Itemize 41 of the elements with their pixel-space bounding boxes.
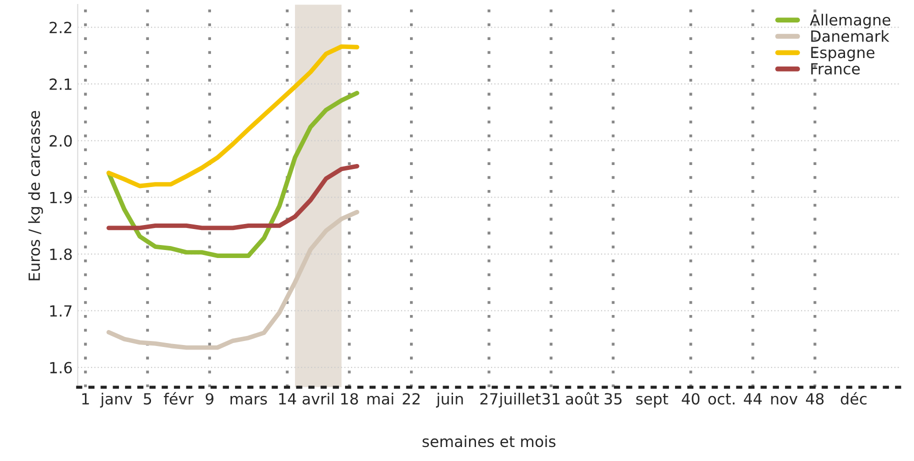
y-tick-label: 2.2	[50, 22, 72, 34]
x-tick-label: févr	[164, 392, 194, 405]
x-tick-label: mai	[367, 392, 394, 405]
x-tick-label: 35	[604, 393, 622, 405]
legend-label: Danemark	[811, 30, 890, 42]
x-tick-label: 18	[341, 393, 358, 405]
legend-label: France	[811, 63, 860, 75]
line-series	[106, 210, 360, 350]
y-tick-label: 1.7	[50, 305, 72, 317]
x-tick-label: juillet	[498, 392, 541, 408]
x-tick-label: mars	[230, 396, 267, 405]
x-tick-label: nov	[771, 396, 798, 405]
x-tick-label: 1	[82, 393, 89, 404]
y-tick-label: 2.0	[50, 135, 72, 147]
y-tick-label: 1.9	[50, 192, 72, 204]
x-tick-label: août	[566, 392, 599, 405]
x-tick-label: 31	[542, 393, 560, 405]
x-tick-label: juin	[436, 392, 463, 408]
x-tick-label: janv	[100, 392, 132, 408]
y-axis-title: Euros / kg de carcasse	[28, 110, 43, 280]
x-tick-label: 14	[279, 393, 296, 404]
line-series	[106, 164, 360, 230]
legend-label: Espagne	[811, 46, 874, 62]
y-tick-label: 1.8	[50, 248, 72, 260]
line-series	[106, 44, 360, 188]
line-series	[106, 90, 360, 258]
legend-label: Allemagne	[810, 14, 890, 29]
x-tick-label: sept	[636, 394, 668, 408]
y-tick-label: 2.1	[50, 78, 72, 90]
x-axis-title: semaines et mois	[422, 435, 556, 448]
x-tick-label: 40	[682, 393, 700, 405]
x-tick-label: 9	[206, 393, 214, 405]
x-tick-label: 22	[402, 393, 420, 404]
x-tick-label: 44	[744, 393, 762, 404]
x-tick-label: avril	[302, 392, 334, 405]
x-tick-label: 5	[144, 393, 152, 405]
x-tick-label: déc	[840, 392, 867, 405]
x-tick-label: 27	[480, 393, 498, 404]
x-tick-label: oct.	[708, 394, 734, 405]
y-tick-label: 1.6	[50, 362, 72, 374]
x-tick-label: 48	[806, 393, 824, 405]
